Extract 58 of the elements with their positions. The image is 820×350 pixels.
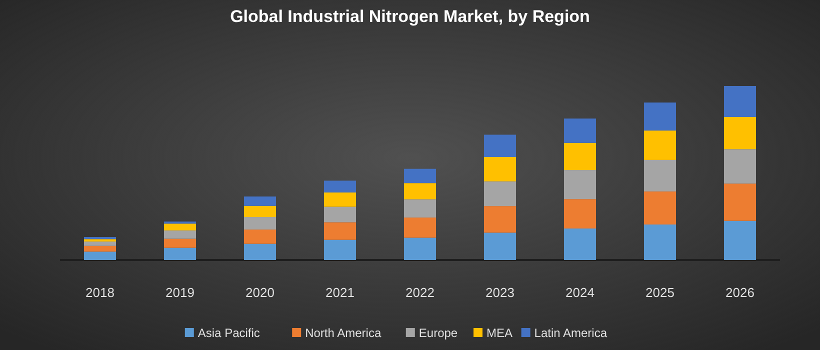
bar xyxy=(564,228,596,260)
bar xyxy=(724,149,756,184)
bar xyxy=(644,160,676,192)
bar xyxy=(644,130,676,160)
bar xyxy=(404,238,436,260)
bar xyxy=(724,184,756,221)
x-tick-label: 2025 xyxy=(646,285,674,300)
bar xyxy=(724,86,756,117)
bar xyxy=(564,118,596,143)
bar xyxy=(404,199,436,218)
bar xyxy=(324,180,356,192)
chart-title: Global Industrial Nitrogen Market, by Region xyxy=(230,7,590,26)
bar xyxy=(244,230,276,244)
bar xyxy=(404,168,436,184)
bar xyxy=(244,206,276,218)
bar xyxy=(484,156,516,182)
x-tick-label: 2026 xyxy=(726,285,754,300)
legend-label: Latin America xyxy=(534,326,608,340)
legend-label: Asia Pacific xyxy=(198,326,260,340)
x-tick-label: 2021 xyxy=(326,285,354,300)
bar xyxy=(84,242,116,246)
bar xyxy=(324,222,356,240)
x-tick-label: 2020 xyxy=(246,285,274,300)
bar xyxy=(244,196,276,206)
bar xyxy=(644,191,676,225)
bar xyxy=(484,181,516,206)
bar xyxy=(164,238,196,248)
bar xyxy=(324,240,356,260)
legend-label: Europe xyxy=(418,326,458,340)
legend-label: MEA xyxy=(486,326,513,340)
bar xyxy=(84,246,116,252)
bar xyxy=(84,239,116,242)
x-tick-label: 2024 xyxy=(566,285,594,300)
bar xyxy=(564,142,596,170)
x-tick-label: 2022 xyxy=(406,285,434,300)
legend-label: North America xyxy=(305,326,382,340)
bar xyxy=(484,232,516,260)
bar xyxy=(244,217,276,230)
bar xyxy=(484,206,516,233)
bar xyxy=(644,224,676,260)
bar xyxy=(84,252,116,260)
x-tick-label: 2019 xyxy=(166,285,194,300)
bar xyxy=(324,192,356,207)
bar xyxy=(244,244,276,260)
bar xyxy=(644,102,676,131)
bar xyxy=(564,170,596,200)
bar xyxy=(404,183,436,200)
bar xyxy=(164,230,196,239)
x-tick-label: 2023 xyxy=(486,285,514,300)
bar xyxy=(164,224,196,230)
bar xyxy=(164,248,196,260)
bar xyxy=(724,220,756,260)
bar xyxy=(724,116,756,150)
bar xyxy=(484,134,516,157)
bar xyxy=(564,199,596,229)
x-tick-label: 2018 xyxy=(86,285,114,300)
bar xyxy=(404,218,436,238)
bar xyxy=(324,206,356,222)
